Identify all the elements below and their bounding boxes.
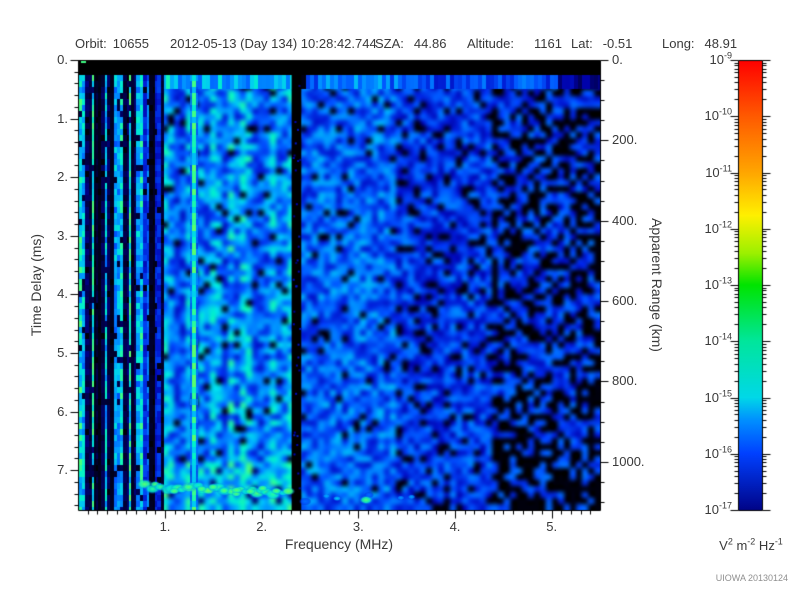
freq-tick-label: 2.: [256, 519, 268, 534]
colorbar-tick-label: 10-16: [704, 444, 732, 461]
time-tick-label: 1.: [57, 110, 68, 126]
time-tick-label: 6.: [57, 403, 68, 419]
freq-tick-label: 5.: [546, 519, 558, 534]
time-tick-label: 0.: [57, 52, 68, 67]
unit-text: m: [732, 538, 748, 553]
unit-text: Hz: [755, 538, 775, 553]
unit-exponent: -1: [774, 536, 783, 547]
colorbar-tick-label: 10-12: [704, 219, 732, 236]
time-tick-label: 5.: [57, 344, 68, 360]
freq-tick-label: 3.: [352, 519, 364, 534]
colorbar-tick-label: 10-11: [705, 163, 732, 180]
range-tick-label: 200.: [612, 132, 638, 148]
colorbar-tick-label: 10-15: [704, 388, 732, 405]
watermark: UIOWA 20130124: [715, 573, 788, 583]
range-tick-label: 800.: [612, 373, 638, 389]
freq-tick-label: 1.: [159, 519, 171, 534]
y-axis-title-time: Time Delay (ms): [28, 233, 44, 337]
range-tick-label: 400.: [612, 212, 638, 228]
colorbar-tick-label: 10-14: [704, 331, 732, 349]
freq-tick-label: 4.: [449, 519, 461, 534]
range-tick-label: 0.: [612, 52, 623, 67]
unit-exponent: 2: [727, 536, 733, 547]
range-tick-label: 600.: [612, 293, 638, 309]
unit-text: V: [719, 538, 728, 553]
colorbar-tick-label: 10-17: [704, 500, 732, 517]
time-tick-label: 2.: [57, 169, 68, 185]
range-tick-label: 1000.: [612, 453, 645, 469]
y-axis-title-range: Apparent Range (km): [649, 218, 665, 352]
colorbar-tick-label: 10-9: [709, 50, 732, 67]
time-tick-label: 7.: [57, 462, 68, 478]
colorbar-unit-label: V2 m-2 Hz-1: [696, 536, 800, 553]
x-axis-title: Frequency (MHz): [284, 536, 394, 552]
colorbar-tick-label: 10-13: [704, 275, 732, 292]
colorbar-tick-label: 10-10: [704, 106, 732, 124]
time-tick-label: 3.: [57, 227, 68, 243]
time-tick-label: 4.: [57, 286, 68, 302]
unit-exponent: -2: [747, 536, 756, 547]
